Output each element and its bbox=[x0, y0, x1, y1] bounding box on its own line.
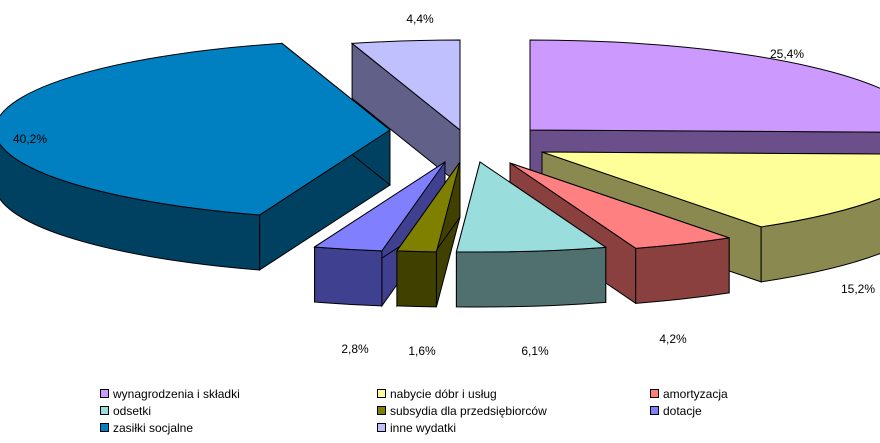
legend-label: dotacje bbox=[663, 404, 702, 418]
data-label: 15,2% bbox=[841, 282, 875, 296]
legend-swatch bbox=[377, 423, 386, 432]
pie-slice-1 bbox=[529, 39, 880, 133]
legend-label: wynagrodzenia i składki bbox=[113, 387, 240, 401]
slice-outer-wall bbox=[760, 198, 880, 283]
legend-swatch bbox=[377, 389, 386, 398]
legend-label: zasiłki socjalne bbox=[113, 421, 194, 435]
pie-slice-3 bbox=[509, 162, 730, 249]
pie-slice-7 bbox=[0, 42, 391, 216]
data-label: 25,4% bbox=[770, 47, 804, 61]
slice-outer-wall bbox=[396, 250, 437, 308]
slice-outer-wall bbox=[455, 246, 607, 308]
pie-chart: 25,4% 15,2% 4,2% 6,1% 1,6% 2,8% 40,2% 4,4% bbox=[0, 12, 880, 358]
legend-label: odsetki bbox=[113, 404, 152, 418]
data-label: 6,1% bbox=[521, 344, 549, 358]
data-label: 2,8% bbox=[341, 342, 369, 356]
pie-slice-5 bbox=[395, 161, 461, 253]
data-label: 1,6% bbox=[408, 344, 436, 358]
legend-swatch bbox=[650, 406, 659, 415]
data-label: 4,4% bbox=[406, 12, 434, 26]
legend-label: subsydia dla przedsiębiorców bbox=[390, 404, 547, 418]
legend-swatch bbox=[650, 389, 659, 398]
legend-label: amortyzacja bbox=[663, 387, 728, 401]
data-label: 40,2% bbox=[13, 132, 47, 146]
legend-swatch bbox=[100, 406, 109, 415]
slice-outer-wall bbox=[635, 237, 730, 304]
legend-swatch bbox=[100, 389, 109, 398]
legend-label: nabycie dóbr i usług bbox=[390, 387, 497, 401]
data-label: 4,2% bbox=[659, 332, 687, 346]
legend-swatch bbox=[377, 406, 386, 415]
slice-outer-wall bbox=[314, 246, 383, 307]
pie-slice-4 bbox=[455, 161, 608, 253]
pie-slice-6 bbox=[313, 161, 446, 252]
slice-labels: 25,4% 15,2% 4,2% 6,1% 1,6% 2,8% 40,2% 4,4% bbox=[13, 12, 875, 358]
slice-tops bbox=[0, 39, 880, 253]
legend-label: inne wydatki bbox=[390, 421, 457, 435]
chart-legend: wynagrodzenia i składki nabycie dóbr i us… bbox=[100, 387, 820, 443]
legend-swatch bbox=[100, 423, 109, 432]
pie-slice-8 bbox=[350, 39, 461, 132]
pie-slice-2 bbox=[541, 151, 880, 228]
